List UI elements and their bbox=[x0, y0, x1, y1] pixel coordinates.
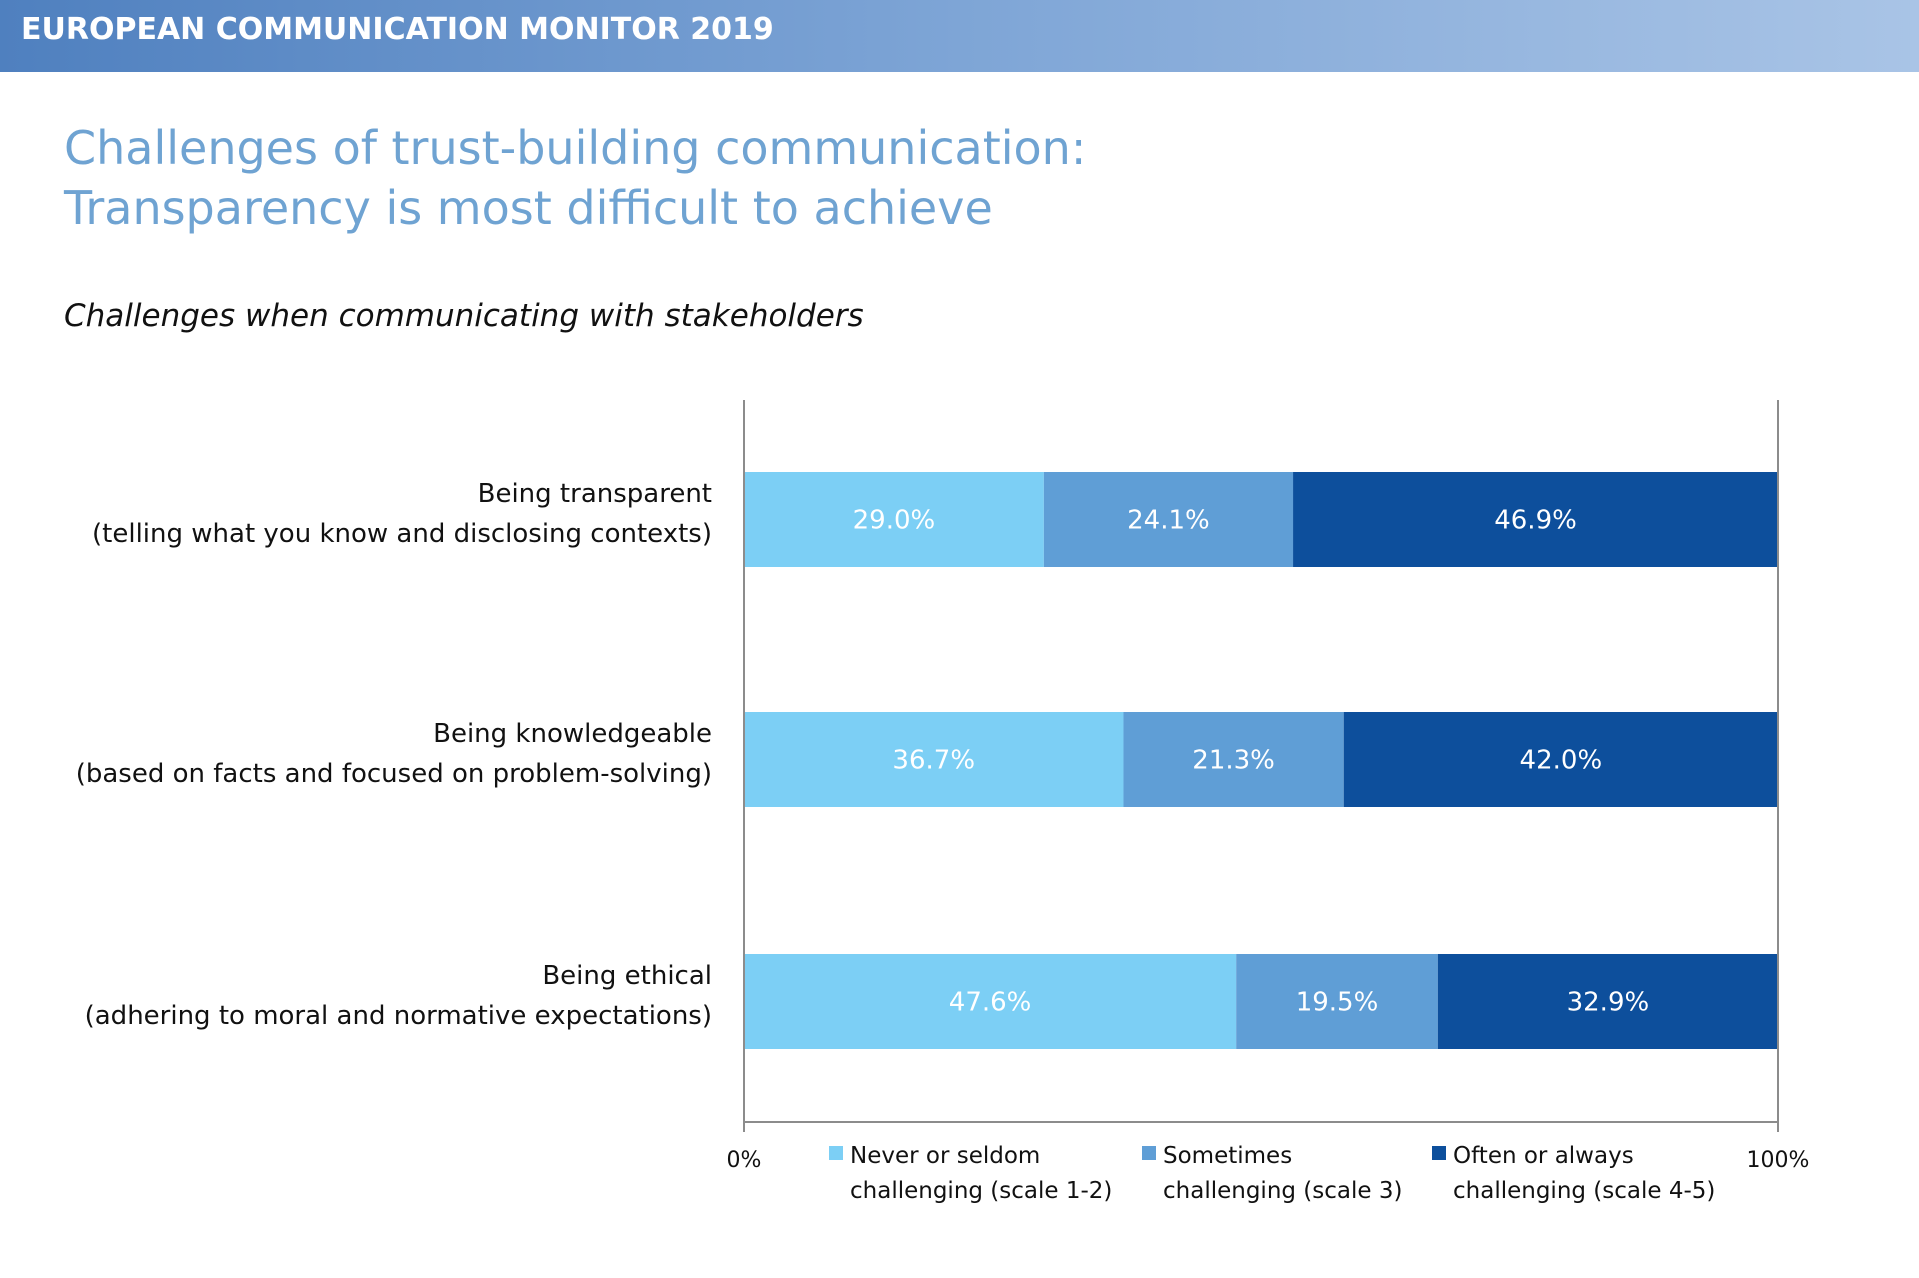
data-label: 29.0% bbox=[853, 506, 936, 536]
category-label-detail: (based on facts and focused on problem-s… bbox=[76, 759, 712, 789]
slide-title: Challenges of trust-building communicati… bbox=[64, 118, 1086, 238]
bar-segment bbox=[1293, 472, 1778, 567]
bar-segment bbox=[1437, 954, 1778, 1049]
data-label: 47.6% bbox=[949, 988, 1032, 1018]
legend-swatch bbox=[829, 1146, 843, 1160]
category-label-detail: (telling what you know and disclosing co… bbox=[92, 519, 712, 549]
axes-layer: 0% 100% bbox=[727, 400, 1810, 1173]
x-tick-label: 0% bbox=[727, 1148, 762, 1173]
bar-segment bbox=[744, 712, 1124, 807]
legend-label-detail: challenging (scale 3) bbox=[1163, 1178, 1402, 1204]
title-line-2: Transparency is most difficult to achiev… bbox=[64, 181, 993, 235]
bar-segment bbox=[1043, 472, 1294, 567]
title-line-1: Challenges of trust-building communicati… bbox=[64, 121, 1087, 175]
data-label: 19.5% bbox=[1296, 988, 1379, 1018]
category-label: Being transparent bbox=[478, 479, 712, 509]
legend-label-detail: challenging (scale 4-5) bbox=[1453, 1178, 1715, 1204]
header-banner: EUROPEAN COMMUNICATION MONITOR 2019 bbox=[0, 0, 1919, 72]
labels-layer: 29.0% 24.1% 46.9% Being transparent (telling… bbox=[76, 479, 1649, 1031]
legend-label: Often or always bbox=[1453, 1143, 1634, 1169]
data-label: 36.7% bbox=[892, 746, 975, 776]
bar-segment bbox=[1236, 954, 1438, 1049]
data-label: 42.0% bbox=[1520, 746, 1603, 776]
data-label: 32.9% bbox=[1567, 988, 1650, 1018]
data-label: 46.9% bbox=[1494, 506, 1577, 536]
legend: Never or seldom challenging (scale 1-2) So… bbox=[829, 1143, 1715, 1204]
category-label-detail: (adhering to moral and normative expecta… bbox=[85, 1001, 712, 1031]
bar-segment bbox=[744, 954, 1237, 1049]
legend-swatch bbox=[1432, 1146, 1446, 1160]
data-label: 21.3% bbox=[1192, 746, 1275, 776]
bar-segment bbox=[1343, 712, 1778, 807]
banner-title: EUROPEAN COMMUNICATION MONITOR 2019 bbox=[21, 12, 774, 47]
legend-label: Never or seldom bbox=[850, 1143, 1040, 1169]
data-label: 24.1% bbox=[1127, 506, 1210, 536]
legend-label-detail: challenging (scale 1-2) bbox=[850, 1178, 1112, 1204]
chart-subtitle: Challenges when communicating with stake… bbox=[64, 298, 864, 334]
bar-segment bbox=[744, 472, 1044, 567]
legend-label: Sometimes bbox=[1163, 1143, 1292, 1169]
bar-segment bbox=[1123, 712, 1344, 807]
category-label: Being ethical bbox=[542, 961, 712, 991]
category-label: Being knowledgeable bbox=[433, 719, 712, 749]
bars-layer bbox=[744, 472, 1778, 1049]
x-tick-label: 100% bbox=[1747, 1148, 1810, 1173]
legend-swatch bbox=[1142, 1146, 1156, 1160]
